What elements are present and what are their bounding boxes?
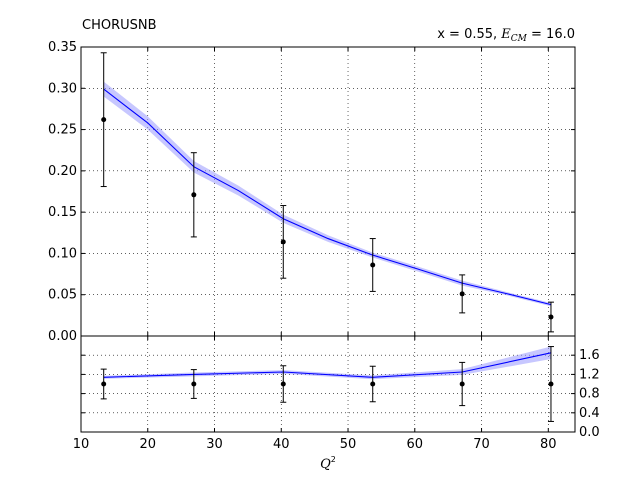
x-tick-label: 80: [540, 437, 557, 452]
data-point: [101, 117, 107, 123]
ratio-panel: 10 20 30 40 50 60 70 80 0.0 0.4 0.8 1.2 1.6: [73, 335, 600, 452]
y-tick-label: 1.2: [579, 367, 600, 382]
y-tick-label: 0.30: [48, 81, 77, 96]
ratio-gridlines: [80, 336, 575, 433]
ratio-tick-layer: 10 20 30 40 50 60 70 80 0.0 0.4 0.8 1.2 1.6: [73, 336, 600, 452]
data-point: [191, 192, 197, 198]
y-tick-label: 0.25: [48, 123, 77, 138]
x-axis-label: Q2: [320, 455, 336, 472]
y-tick-label: 0.10: [48, 246, 77, 261]
data-point: [191, 381, 197, 387]
data-point: [548, 314, 554, 320]
data-point: [280, 381, 286, 387]
y-tick-label: 1.6: [579, 348, 600, 363]
data-point: [548, 381, 554, 387]
data-point: [370, 262, 376, 268]
y-tick-label: 0.35: [48, 40, 77, 55]
x-tick-label: 40: [273, 437, 290, 452]
x-tick-label: 30: [206, 437, 223, 452]
kinematics-annotation: x = 0.55, ECM = 16.0: [437, 27, 575, 44]
chart-title: CHORUSNB: [82, 18, 157, 33]
x-tick-label: 60: [407, 437, 424, 452]
main-panel: 0.00 0.05 0.10 0.15 0.20 0.25 0.30 0.35: [48, 40, 576, 344]
main-gridlines: [80, 46, 575, 337]
y-tick-label: 0.0: [579, 425, 600, 440]
uncertainty-band: [103, 346, 551, 380]
y-tick-label: 0.4: [579, 406, 600, 421]
y-tick-label: 0.05: [48, 288, 77, 303]
y-tick-label: 0.8: [579, 387, 600, 402]
data-point: [459, 291, 465, 297]
data-point: [459, 381, 465, 387]
x-tick-label: 10: [73, 437, 90, 452]
data-point: [280, 239, 286, 245]
ratio-series-layer: [100, 346, 554, 422]
main-series-layer: [100, 52, 554, 333]
data-point: [370, 381, 376, 387]
theory-line: [103, 352, 552, 378]
y-tick-label: 0.00: [48, 329, 77, 344]
uncertainty-band: [103, 81, 551, 307]
y-tick-label: 0.15: [48, 205, 77, 220]
x-tick-label: 70: [473, 437, 490, 452]
y-tick-label: 0.20: [48, 164, 77, 179]
theory-line: [103, 88, 552, 306]
x-tick-label: 50: [340, 437, 357, 452]
main-tick-layer: 0.00 0.05 0.10 0.15 0.20 0.25 0.30 0.35: [48, 40, 575, 344]
ratio-plot-frame: [80, 335, 576, 433]
data-point: [101, 381, 107, 387]
x-tick-label: 20: [139, 437, 156, 452]
